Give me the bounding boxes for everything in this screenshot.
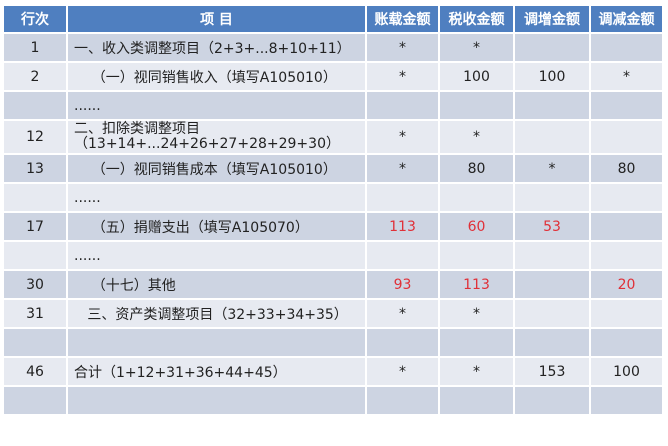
table-row: 46 合计（1+12+31+36+44+45） * * 153 100 xyxy=(2,356,664,387)
cell-row-no: 12 xyxy=(2,119,68,155)
cell-tax-amount: * xyxy=(438,298,515,329)
header-tax-amount: 税收金额 xyxy=(438,4,515,34)
cell-book-amount: * xyxy=(365,61,440,92)
tax-adjustment-table: 行次 项 目 账载金额 税收金额 调增金额 调减金额 1 一、收入类调整项目（2+… xyxy=(2,4,664,416)
table-row: 30 （十七）其他 93 113 20 xyxy=(2,269,664,300)
table-row xyxy=(2,327,664,358)
cell-tax-amount: 100 xyxy=(438,61,515,92)
cell-row-no: 13 xyxy=(2,153,68,184)
header-book-amount: 账载金额 xyxy=(365,4,440,34)
cell-increase-amount xyxy=(513,298,591,329)
cell-decrease-amount xyxy=(589,327,664,358)
cell-book-amount: * xyxy=(365,119,440,155)
cell-increase-amount xyxy=(513,32,591,63)
cell-tax-amount: * xyxy=(438,356,515,387)
cell-row-no: 31 xyxy=(2,298,68,329)
table-row: 13 （一）视同销售成本（填写A105010） * 80 * 80 xyxy=(2,153,664,184)
cell-increase-amount xyxy=(513,182,591,213)
cell-tax-amount: 113 xyxy=(438,269,515,300)
cell-decrease-amount xyxy=(589,182,664,213)
cell-row-no: 30 xyxy=(2,269,68,300)
cell-row-no: 46 xyxy=(2,356,68,387)
cell-item: 二、扣除类调整项目 （13+14+...24+26+27+28+29+30） xyxy=(66,119,367,155)
cell-item: 三、资产类调整项目（32+33+34+35） xyxy=(66,298,367,329)
cell-decrease-amount: 100 xyxy=(589,356,664,387)
cell-item: （一）视同销售成本（填写A105010） xyxy=(66,153,367,184)
cell-row-no xyxy=(2,327,68,358)
cell-row-no: 2 xyxy=(2,61,68,92)
header-item: 项 目 xyxy=(66,4,367,34)
cell-increase-amount xyxy=(513,327,591,358)
header-row-no: 行次 xyxy=(2,4,68,34)
cell-book-amount xyxy=(365,240,440,271)
cell-book-amount: * xyxy=(365,356,440,387)
cell-decrease-amount: 80 xyxy=(589,153,664,184)
cell-book-amount xyxy=(365,327,440,358)
cell-book-amount: * xyxy=(365,32,440,63)
cell-increase-amount xyxy=(513,385,591,416)
cell-tax-amount: 60 xyxy=(438,211,515,242)
cell-item: ...... xyxy=(66,182,367,213)
cell-tax-amount xyxy=(438,90,515,121)
cell-row-no: 1 xyxy=(2,32,68,63)
cell-book-amount: * xyxy=(365,153,440,184)
cell-increase-amount xyxy=(513,119,591,155)
cell-increase-amount xyxy=(513,240,591,271)
cell-item: 合计（1+12+31+36+44+45） xyxy=(66,356,367,387)
cell-tax-amount xyxy=(438,385,515,416)
table-row: 2 （一）视同销售收入（填写A105010） * 100 100 * xyxy=(2,61,664,92)
cell-increase-amount: 100 xyxy=(513,61,591,92)
cell-item xyxy=(66,327,367,358)
cell-row-no xyxy=(2,240,68,271)
cell-decrease-amount xyxy=(589,211,664,242)
cell-decrease-amount xyxy=(589,32,664,63)
cell-row-no xyxy=(2,385,68,416)
cell-item: （一）视同销售收入（填写A105010） xyxy=(66,61,367,92)
cell-item: ...... xyxy=(66,90,367,121)
cell-row-no xyxy=(2,90,68,121)
cell-increase-amount xyxy=(513,90,591,121)
cell-book-amount xyxy=(365,90,440,121)
cell-increase-amount: 53 xyxy=(513,211,591,242)
cell-decrease-amount: * xyxy=(589,61,664,92)
cell-item xyxy=(66,385,367,416)
table-row: ...... xyxy=(2,90,664,121)
cell-book-amount xyxy=(365,182,440,213)
cell-row-no: 17 xyxy=(2,211,68,242)
header-increase-amount: 调增金额 xyxy=(513,4,591,34)
cell-tax-amount xyxy=(438,182,515,213)
cell-book-amount: 93 xyxy=(365,269,440,300)
cell-item: （五）捐赠支出（填写A105070） xyxy=(66,211,367,242)
cell-book-amount: * xyxy=(365,298,440,329)
cell-tax-amount: * xyxy=(438,32,515,63)
cell-item: （十七）其他 xyxy=(66,269,367,300)
table-row: ...... xyxy=(2,240,664,271)
cell-tax-amount: * xyxy=(438,119,515,155)
cell-item: ...... xyxy=(66,240,367,271)
header-decrease-amount: 调减金额 xyxy=(589,4,664,34)
cell-book-amount: 113 xyxy=(365,211,440,242)
cell-tax-amount xyxy=(438,240,515,271)
cell-decrease-amount: 20 xyxy=(589,269,664,300)
cell-decrease-amount xyxy=(589,90,664,121)
cell-decrease-amount xyxy=(589,385,664,416)
cell-row-no xyxy=(2,182,68,213)
table-row: 17 （五）捐赠支出（填写A105070） 113 60 53 xyxy=(2,211,664,242)
cell-decrease-amount xyxy=(589,298,664,329)
table-row: 12 二、扣除类调整项目 （13+14+...24+26+27+28+29+30）… xyxy=(2,119,664,155)
table-row: ...... xyxy=(2,182,664,213)
cell-increase-amount: * xyxy=(513,153,591,184)
header-row: 行次 项 目 账载金额 税收金额 调增金额 调减金额 xyxy=(2,4,664,34)
cell-decrease-amount xyxy=(589,119,664,155)
cell-tax-amount xyxy=(438,327,515,358)
cell-tax-amount: 80 xyxy=(438,153,515,184)
cell-book-amount xyxy=(365,385,440,416)
cell-decrease-amount xyxy=(589,240,664,271)
table-row: 31 三、资产类调整项目（32+33+34+35） * * xyxy=(2,298,664,329)
cell-increase-amount: 153 xyxy=(513,356,591,387)
table-row xyxy=(2,385,664,416)
table-row: 1 一、收入类调整项目（2+3+...8+10+11） * * xyxy=(2,32,664,63)
cell-item: 一、收入类调整项目（2+3+...8+10+11） xyxy=(66,32,367,63)
cell-increase-amount xyxy=(513,269,591,300)
